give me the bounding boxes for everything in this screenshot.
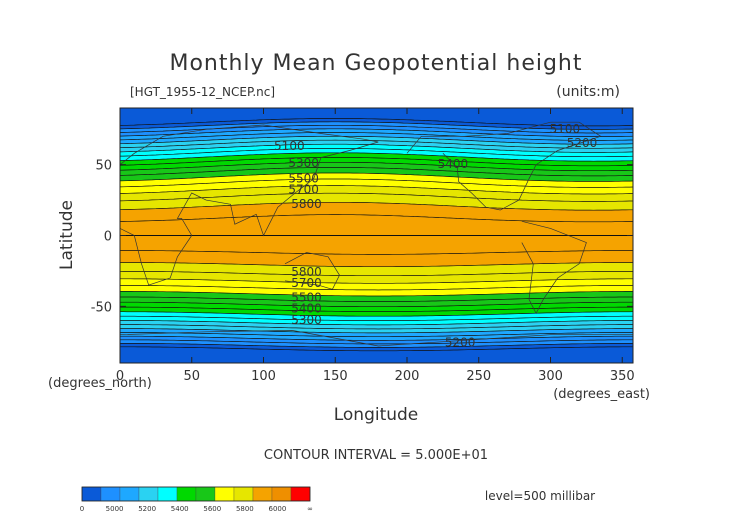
contour-line	[120, 320, 633, 326]
colorbar-swatch	[214, 486, 235, 502]
contour-line	[120, 152, 633, 162]
contour-line	[120, 192, 633, 202]
contour-line	[120, 262, 633, 268]
colorbar-label: 5200	[138, 505, 156, 513]
x-tick-label: 100	[251, 369, 276, 384]
x-tick-label: 350	[610, 369, 635, 384]
colorbar-swatch	[271, 486, 292, 502]
y-axis-label: Latitude	[57, 200, 77, 270]
coastline	[406, 121, 602, 211]
contour-line	[120, 328, 633, 334]
contour-label: 5800	[291, 265, 322, 279]
colorbar	[81, 486, 311, 502]
x-tick-label: 250	[466, 369, 491, 384]
contour-label: 5100	[274, 139, 305, 153]
contour-label: 5700	[288, 183, 319, 197]
contour-line	[120, 139, 633, 149]
contour-label: 5500	[291, 290, 322, 304]
y-tick-label: 0	[104, 230, 112, 245]
contour-line	[120, 315, 633, 321]
contour-line	[120, 343, 633, 348]
contour-line	[120, 167, 633, 177]
contour-line	[120, 332, 633, 338]
colorbar-label: 6000	[269, 505, 287, 513]
x-unit-label: (degrees_east)	[553, 387, 650, 402]
colorbar-swatch	[290, 486, 311, 502]
colorbar-label: 5400	[171, 505, 189, 513]
contour-line	[120, 250, 633, 255]
x-tick-label: 50	[183, 369, 200, 384]
colorbar-label: 5000	[106, 505, 124, 513]
level-text: level=500 millibar	[485, 489, 595, 503]
y-tick-label: 50	[95, 159, 112, 174]
colorbar-swatch	[119, 486, 140, 502]
contour-label: 5500	[288, 171, 319, 185]
contour-line	[120, 135, 633, 145]
contour-line	[120, 157, 633, 167]
contour-line	[120, 285, 633, 291]
colorbar-swatch	[176, 486, 197, 502]
colorbar-swatch	[252, 486, 273, 502]
contour-line	[120, 311, 633, 317]
contour-line	[120, 306, 633, 312]
contour-label: 5400	[438, 157, 469, 171]
contour-line	[120, 143, 633, 153]
contour-label: 5200	[567, 136, 598, 150]
contour-label: 5200	[445, 336, 476, 350]
contour-line	[120, 339, 633, 345]
coastline	[120, 330, 633, 347]
x-tick-label: 0	[116, 369, 124, 384]
contour-line	[120, 270, 633, 277]
colorbar-swatch	[81, 486, 102, 502]
y-unit-label: (degrees_north)	[48, 376, 152, 391]
contour-interval-text: CONTOUR INTERVAL = 5.000E+01	[264, 448, 488, 463]
contour-line	[120, 118, 633, 127]
colorbar-swatch	[138, 486, 159, 502]
contour-line	[120, 324, 633, 330]
contour-line	[120, 178, 633, 188]
coastline	[120, 124, 379, 286]
contour-label: 5100	[550, 122, 581, 136]
y-tick-label: -50	[91, 300, 112, 315]
band-fill	[120, 202, 633, 267]
contour-line	[120, 172, 633, 182]
file-label: [HGT_1955-12_NCEP.nc]	[130, 85, 275, 99]
contour-line	[120, 301, 633, 308]
colorbar-swatch	[233, 486, 254, 502]
coastline	[284, 252, 340, 290]
contour-line	[120, 335, 633, 341]
colorbar-label: 0	[80, 505, 84, 513]
colorbar-swatch	[195, 486, 216, 502]
colorbar-label: 5800	[236, 505, 254, 513]
contour-line	[120, 278, 633, 284]
contour-line	[120, 296, 633, 302]
x-tick-label: 200	[395, 369, 420, 384]
contour-line	[120, 346, 633, 352]
contour-line	[120, 201, 633, 211]
contour-label: 5300	[288, 156, 319, 170]
x-tick-label: 300	[538, 369, 563, 384]
colorbar-swatch	[100, 486, 121, 502]
coastline	[521, 220, 587, 315]
plot-area	[120, 108, 633, 363]
units-label: (units:m)	[556, 84, 620, 100]
contour-line	[120, 128, 633, 137]
contour-label: 5800	[291, 197, 322, 211]
contour-line	[120, 121, 633, 130]
colorbar-label: ∞	[307, 505, 313, 513]
contour-line	[120, 148, 633, 158]
contour-line	[120, 132, 633, 141]
x-axis-label: Longitude	[334, 405, 419, 425]
contour-label: 5400	[291, 302, 322, 316]
contour-line	[120, 161, 633, 172]
colorbar-swatch	[157, 486, 178, 502]
contour-line	[120, 214, 633, 223]
colorbar-label: 5600	[203, 505, 221, 513]
contour-label: 5700	[291, 276, 322, 290]
x-tick-label: 150	[323, 369, 348, 384]
contour-line	[120, 185, 633, 195]
chart-title: Monthly Mean Geopotential height	[169, 51, 582, 76]
contour-label: 5300	[291, 313, 322, 327]
